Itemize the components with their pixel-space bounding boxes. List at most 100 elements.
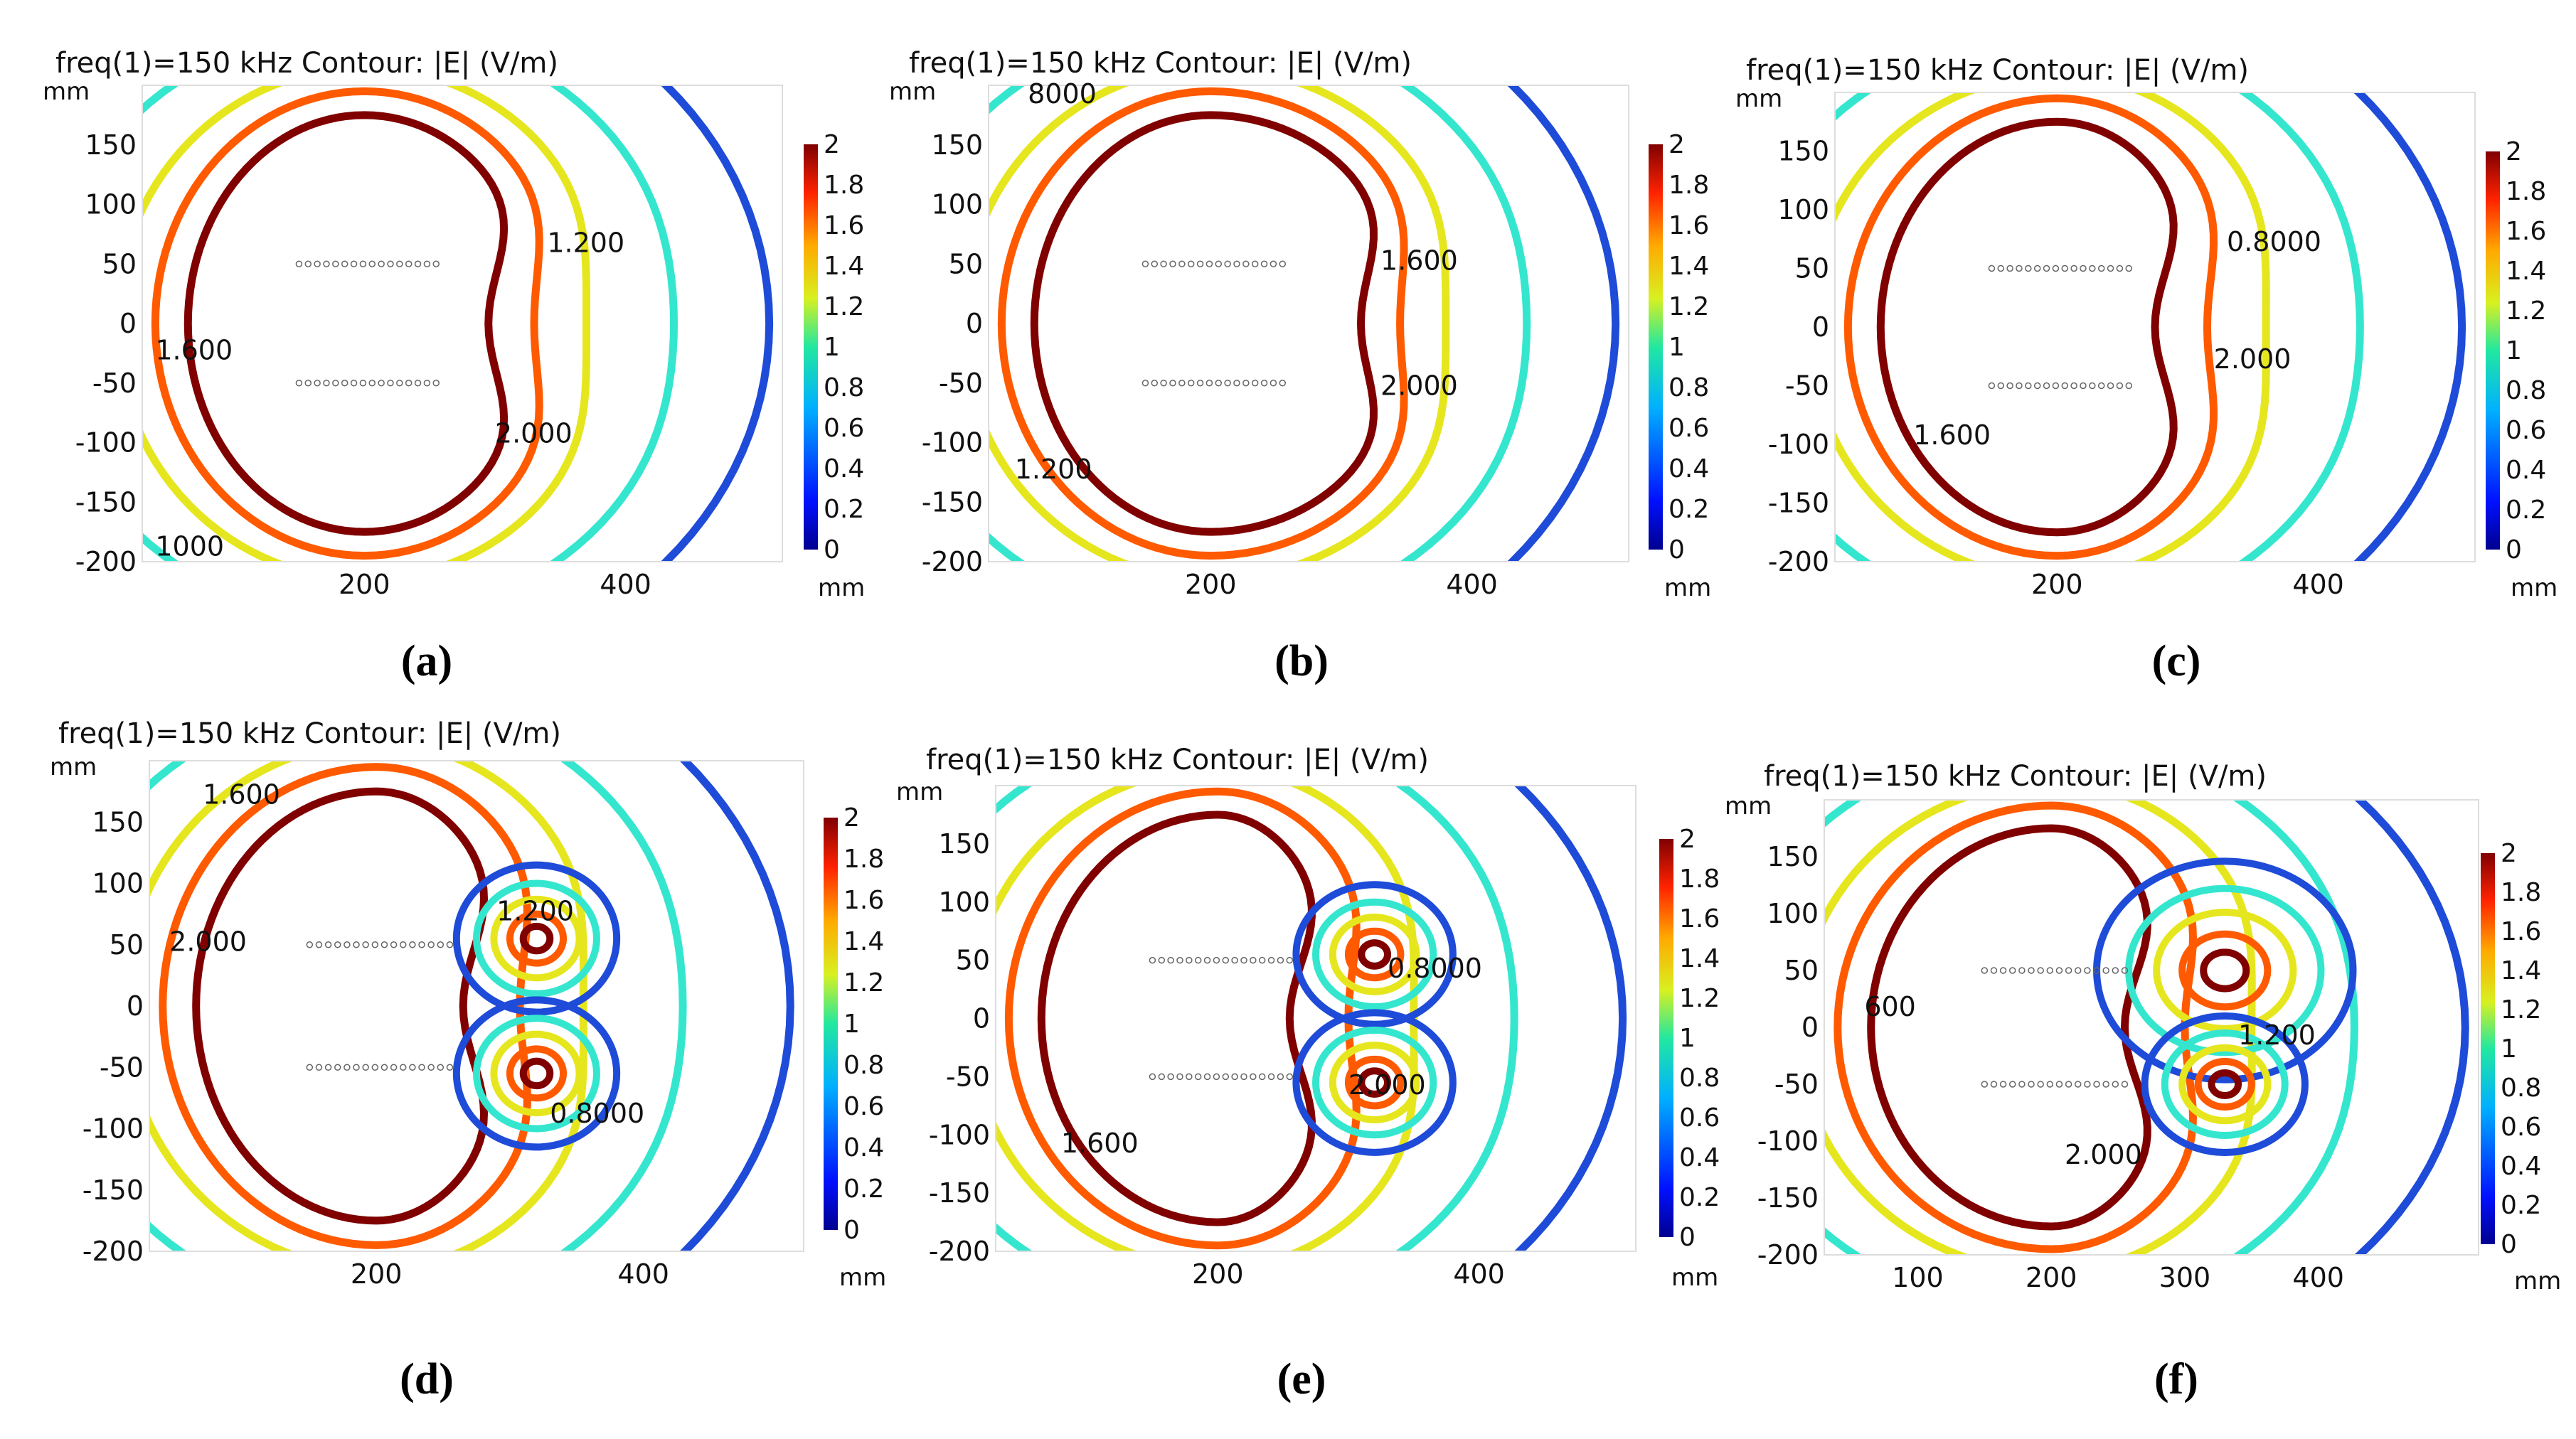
electrode-dot (1997, 382, 2005, 390)
electrode-dot (315, 941, 323, 948)
electrode-dot (353, 1064, 360, 1071)
electrode-dot (1231, 1073, 1238, 1081)
electrode-dot (1158, 956, 1166, 964)
electrode-dot (2046, 967, 2054, 974)
y-tick-label: 50 (1784, 955, 1819, 986)
electrode-dot (334, 1064, 341, 1071)
electrode-dot (314, 380, 321, 387)
electrode-dot (2089, 264, 2096, 272)
electrode-dot (2033, 382, 2041, 390)
plot-frame (988, 85, 1629, 562)
contour-area (142, 85, 774, 562)
electrode-dot (1158, 1073, 1166, 1081)
y-tick-label: 0 (973, 1003, 990, 1034)
electrode-dot (414, 380, 422, 387)
contour-lobe (2141, 1012, 2309, 1156)
electrode-dot (414, 260, 422, 267)
electrode-dot (2125, 382, 2133, 390)
electrode-dot (1213, 1073, 1220, 1081)
y-tick-label: 100 (938, 887, 990, 918)
colorbar-tick-label: 2 (843, 803, 860, 833)
colorbar-tick-label: 1.8 (843, 845, 884, 874)
y-tick-label: -200 (922, 546, 983, 577)
colorbar-tick-label: 0 (2506, 535, 2522, 565)
electrode-dot (2037, 967, 2044, 974)
electrode-dot (2016, 264, 2023, 272)
contour-line (1037, 811, 1316, 1226)
colorbar-tick-label: 2 (1668, 130, 1685, 159)
electrode-dot (387, 380, 394, 387)
x-tick-label: 200 (2031, 569, 2083, 600)
electrode-dot (1176, 956, 1183, 964)
colorbar-tick-label: 0.4 (1668, 454, 1709, 483)
colorbar (1659, 839, 1673, 1237)
y-tick-label: -50 (946, 1061, 990, 1092)
colorbar-tick-label: 0.2 (824, 495, 864, 524)
x-axis-unit: mm (1671, 1263, 1718, 1292)
electrode-dot (1205, 380, 1213, 387)
electrode-dot (1231, 956, 1238, 964)
contour-area (149, 761, 794, 1251)
x-axis-unit: mm (2514, 1267, 2561, 1295)
contour-label: 2.000 (169, 926, 247, 957)
y-axis-unit: mm (889, 77, 936, 106)
contour-line (1876, 117, 2178, 537)
y-tick-label: -150 (1757, 1182, 1819, 1214)
electrode-dot (1215, 380, 1223, 387)
x-tick-label: 200 (339, 569, 390, 600)
contour-label: 1.200 (496, 895, 574, 926)
electrode-dot (1277, 956, 1284, 964)
contour-lobe (1292, 1009, 1457, 1156)
electrode-dot (2006, 264, 2013, 272)
plot-frame (1824, 799, 2479, 1256)
y-tick-label: -200 (929, 1236, 990, 1267)
electrode-dot (446, 941, 454, 948)
electrode-dot (2052, 264, 2060, 272)
colorbar-tick-label: 1.6 (2501, 917, 2541, 946)
contour-lobe (519, 1057, 554, 1090)
contour-lobe (1358, 1067, 1392, 1098)
x-tick-label: 400 (617, 1258, 669, 1290)
electrode-dot (323, 380, 330, 387)
electrode-dot (1240, 956, 1247, 964)
electrode-dot (2055, 1081, 2063, 1088)
colorbar-tick-label: 1.4 (824, 252, 864, 281)
colorbar-tick-label: 1.2 (2501, 995, 2541, 1025)
y-tick-label: -200 (1757, 1239, 1819, 1271)
panel-e: freq(1)=150 kHz Contour: |E| (V/m)mm0.80… (896, 744, 1720, 1403)
electrode-dot (1213, 956, 1220, 964)
electrode-dot (350, 260, 358, 267)
colorbar-tick-label: 0.8 (1679, 1064, 1720, 1093)
electrode-dot (1222, 1073, 1230, 1081)
electrode-dot (304, 380, 312, 387)
electrode-dot (409, 941, 416, 948)
x-tick-label: 200 (2026, 1262, 2077, 1293)
electrode-dot (1187, 260, 1195, 267)
electrode-dot (1260, 260, 1268, 267)
electrode-dot (371, 1064, 379, 1071)
electrode-dot (295, 260, 303, 267)
y-tick-label: 150 (85, 129, 137, 161)
electrode-dot (1186, 956, 1193, 964)
contour-lobe (452, 861, 621, 1016)
panel-f: freq(1)=150 kHz Contour: |E| (V/m)mm6001… (1725, 760, 2561, 1403)
contour-lobe (1292, 881, 1457, 1028)
colorbar-tick-label: 1 (824, 333, 840, 362)
electrode-dot (1151, 260, 1159, 267)
y-tick-label: -100 (1757, 1125, 1819, 1157)
x-axis-unit: mm (839, 1263, 886, 1292)
colorbar-tick-label: 0 (1668, 535, 1685, 565)
y-axis-unit: mm (896, 778, 943, 806)
contour-line (996, 786, 1418, 1251)
electrode-dot (353, 941, 360, 948)
electrode-dot (1186, 1073, 1193, 1081)
contour-line (151, 87, 543, 560)
panel-header: freq(1)=150 kHz Contour: |E| (V/m) (1764, 760, 2267, 793)
colorbar-tick-label: 2 (2506, 137, 2522, 166)
panel-caption: (f) (2154, 1355, 2198, 1403)
electrode-dot (1999, 1081, 2007, 1088)
colorbar-tick-label: 0.4 (2501, 1152, 2541, 1181)
y-tick-label: -100 (922, 427, 983, 459)
panel-header: freq(1)=150 kHz Contour: |E| (V/m) (58, 717, 561, 750)
electrode-dot (1194, 956, 1202, 964)
